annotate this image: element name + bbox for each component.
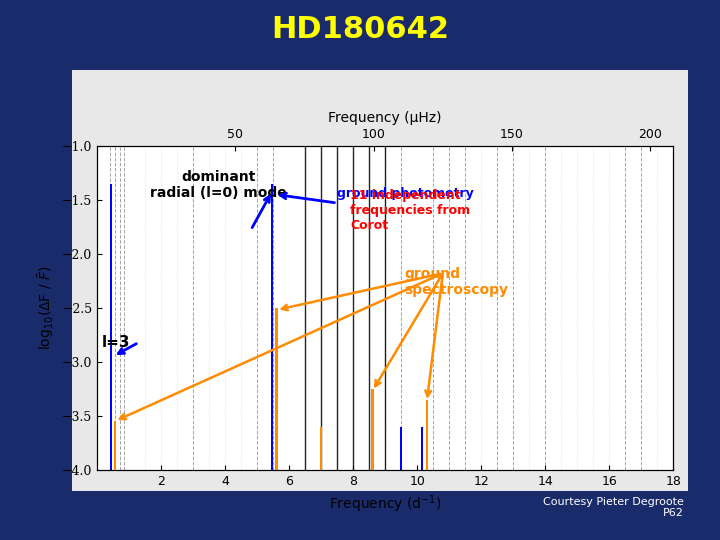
Bar — [426, 400, 428, 470]
Text: dominant
radial (l=0) mode: dominant radial (l=0) mode — [150, 170, 287, 200]
X-axis label: Frequency (d$^{-1}$): Frequency (d$^{-1}$) — [329, 493, 441, 515]
Bar — [275, 308, 277, 470]
Bar — [400, 427, 402, 470]
Bar — [372, 389, 374, 470]
Text: HD180642: HD180642 — [271, 15, 449, 44]
Text: 11 independent
frequencies from
Corot: 11 independent frequencies from Corot — [350, 189, 470, 232]
Text: Courtesy Pieter Degroote
P62: Courtesy Pieter Degroote P62 — [543, 497, 684, 518]
X-axis label: Frequency (μHz): Frequency (μHz) — [328, 111, 442, 125]
Bar — [320, 427, 323, 470]
Text: l=3: l=3 — [102, 335, 130, 350]
Bar — [109, 184, 112, 470]
Text: ground photometry: ground photometry — [337, 187, 474, 200]
Text: ground
spectroscopy: ground spectroscopy — [405, 267, 508, 297]
Y-axis label: log$_{10}$(ΔF / $\bar{F}$): log$_{10}$(ΔF / $\bar{F}$) — [37, 266, 56, 350]
Bar — [271, 184, 274, 470]
Bar — [421, 427, 423, 470]
Bar — [114, 421, 116, 470]
